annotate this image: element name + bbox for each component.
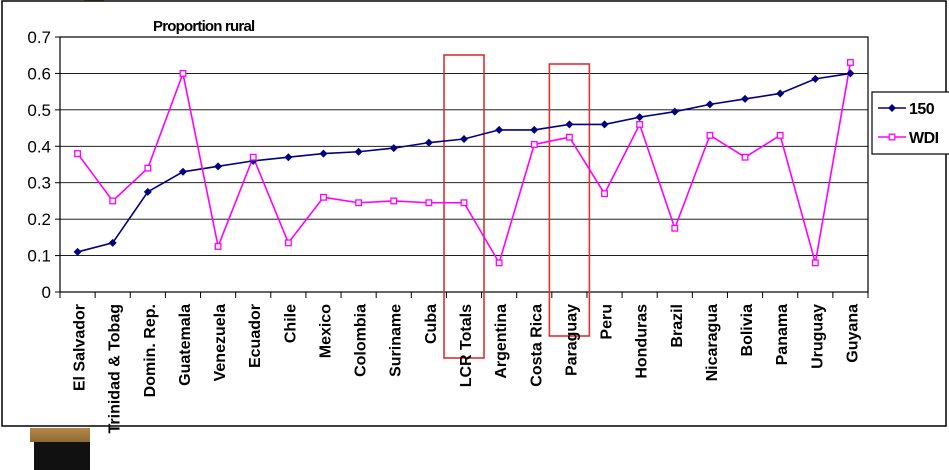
x-tick-label: Brazil xyxy=(669,304,686,348)
data-point-diamond xyxy=(635,113,644,122)
data-point-square xyxy=(249,153,257,161)
x-tick-label: Mexico xyxy=(317,304,334,358)
data-point-diamond xyxy=(670,107,679,116)
x-tick-label: Colombia xyxy=(353,304,370,377)
data-point-diamond xyxy=(214,162,223,171)
x-tick-label: Honduras xyxy=(634,304,651,379)
legend-box xyxy=(871,91,949,155)
plot-axes xyxy=(55,36,869,298)
highlight-box xyxy=(548,63,591,337)
x-tick-label: Guatemala xyxy=(177,304,194,386)
data-point-diamond xyxy=(776,89,785,98)
x-tick-label: Ecuador xyxy=(247,304,264,368)
x-tick-label: Bolivia xyxy=(739,304,756,357)
x-tick-label: LCR Totals xyxy=(458,304,475,387)
data-point-square xyxy=(706,131,714,139)
x-tick-label: Uruguay xyxy=(809,304,826,369)
data-point-diamond xyxy=(319,149,328,158)
data-point-square xyxy=(390,197,398,205)
data-point-square xyxy=(144,164,152,172)
data-point-square xyxy=(284,239,292,247)
y-tick-label: 0.7 xyxy=(27,28,51,47)
data-point-diamond xyxy=(530,125,539,134)
y-tick-label: 0.1 xyxy=(27,247,51,266)
x-tick-label: Cuba xyxy=(423,304,440,344)
data-point-diamond xyxy=(389,144,398,153)
data-point-square xyxy=(179,69,187,77)
legend-marker-square xyxy=(888,133,896,141)
data-point-diamond xyxy=(705,100,714,109)
data-point-square xyxy=(320,193,327,201)
y-tick-label: 0 xyxy=(42,283,51,302)
x-tick-label: Costa Rica xyxy=(528,304,545,387)
legend: 150 WDI xyxy=(871,91,949,155)
data-point-square xyxy=(109,197,117,205)
y-tick-label: 0.4 xyxy=(27,137,51,156)
data-point-square xyxy=(74,150,82,158)
x-tick-label: Suriname xyxy=(388,304,405,377)
y-tick-label: 0.3 xyxy=(27,174,51,193)
data-point-diamond xyxy=(284,153,293,162)
legend-label: 150 xyxy=(909,101,935,118)
plot-grid xyxy=(60,72,868,257)
data-point-square xyxy=(846,59,854,66)
x-tick-label: Nicaragua xyxy=(704,304,721,381)
series-markers xyxy=(73,59,855,267)
legend-label: WDI xyxy=(909,130,939,147)
data-point-square xyxy=(636,120,644,128)
data-point-diamond xyxy=(565,120,574,129)
data-point-square xyxy=(495,259,503,267)
decorative-black-block xyxy=(34,442,90,470)
y-tick-label: 0.6 xyxy=(27,64,51,83)
data-point-square xyxy=(355,199,363,207)
chart-outer-border xyxy=(1,0,947,427)
data-point-square xyxy=(811,259,819,267)
data-point-square xyxy=(776,131,784,139)
data-point-diamond xyxy=(424,138,433,147)
data-point-square xyxy=(565,133,573,141)
x-tick-label: Peru xyxy=(599,304,616,340)
data-point-square xyxy=(214,243,222,250)
highlight-box xyxy=(443,54,485,359)
x-tick-label: El Salvador xyxy=(72,304,89,391)
x-tick-label: Panama xyxy=(774,304,791,365)
legend-marker-diamond xyxy=(888,104,896,112)
x-tick-label: Domin. Rep. xyxy=(142,304,159,397)
data-point-diamond xyxy=(846,69,855,78)
data-point-diamond xyxy=(354,147,363,156)
data-point-square xyxy=(425,199,433,207)
x-tick-label: Chile xyxy=(282,304,299,343)
data-point-diamond xyxy=(741,94,750,103)
data-point-square xyxy=(530,141,538,148)
data-point-diamond xyxy=(178,167,187,176)
x-tick-labels: El Salvador Trinidad & Tobag Domin. Rep. Gu… xyxy=(72,304,862,434)
data-point-diamond xyxy=(460,135,468,143)
data-point-square xyxy=(601,190,608,198)
plot-area-frame xyxy=(59,36,869,293)
decorative-gold-bar-bottom xyxy=(30,428,90,442)
data-point-diamond xyxy=(811,74,820,83)
data-point-diamond xyxy=(495,125,504,134)
x-tick-label: Paraguay xyxy=(563,304,580,376)
data-point-square xyxy=(460,199,468,207)
data-point-square xyxy=(671,224,679,232)
data-point-diamond xyxy=(73,247,82,256)
x-tick-label: Argentina xyxy=(493,304,510,379)
y-tick-labels: 0 0.1 0.2 0.3 0.4 0.5 0.6 0.7 xyxy=(27,28,51,302)
x-tick-label: Trinidad & Tobag xyxy=(107,304,124,433)
chart-title: Proportion rural xyxy=(153,18,255,35)
data-point-diamond xyxy=(600,120,609,129)
data-point-diamond xyxy=(143,187,152,196)
data-point-square xyxy=(741,153,749,161)
x-tick-label: Guyana xyxy=(844,304,861,363)
y-tick-label: 0.5 xyxy=(27,101,51,120)
x-tick-label: Venezuela xyxy=(212,304,229,381)
highlight-boxes xyxy=(443,54,591,359)
y-tick-label: 0.2 xyxy=(27,210,51,229)
data-point-diamond xyxy=(108,238,117,247)
